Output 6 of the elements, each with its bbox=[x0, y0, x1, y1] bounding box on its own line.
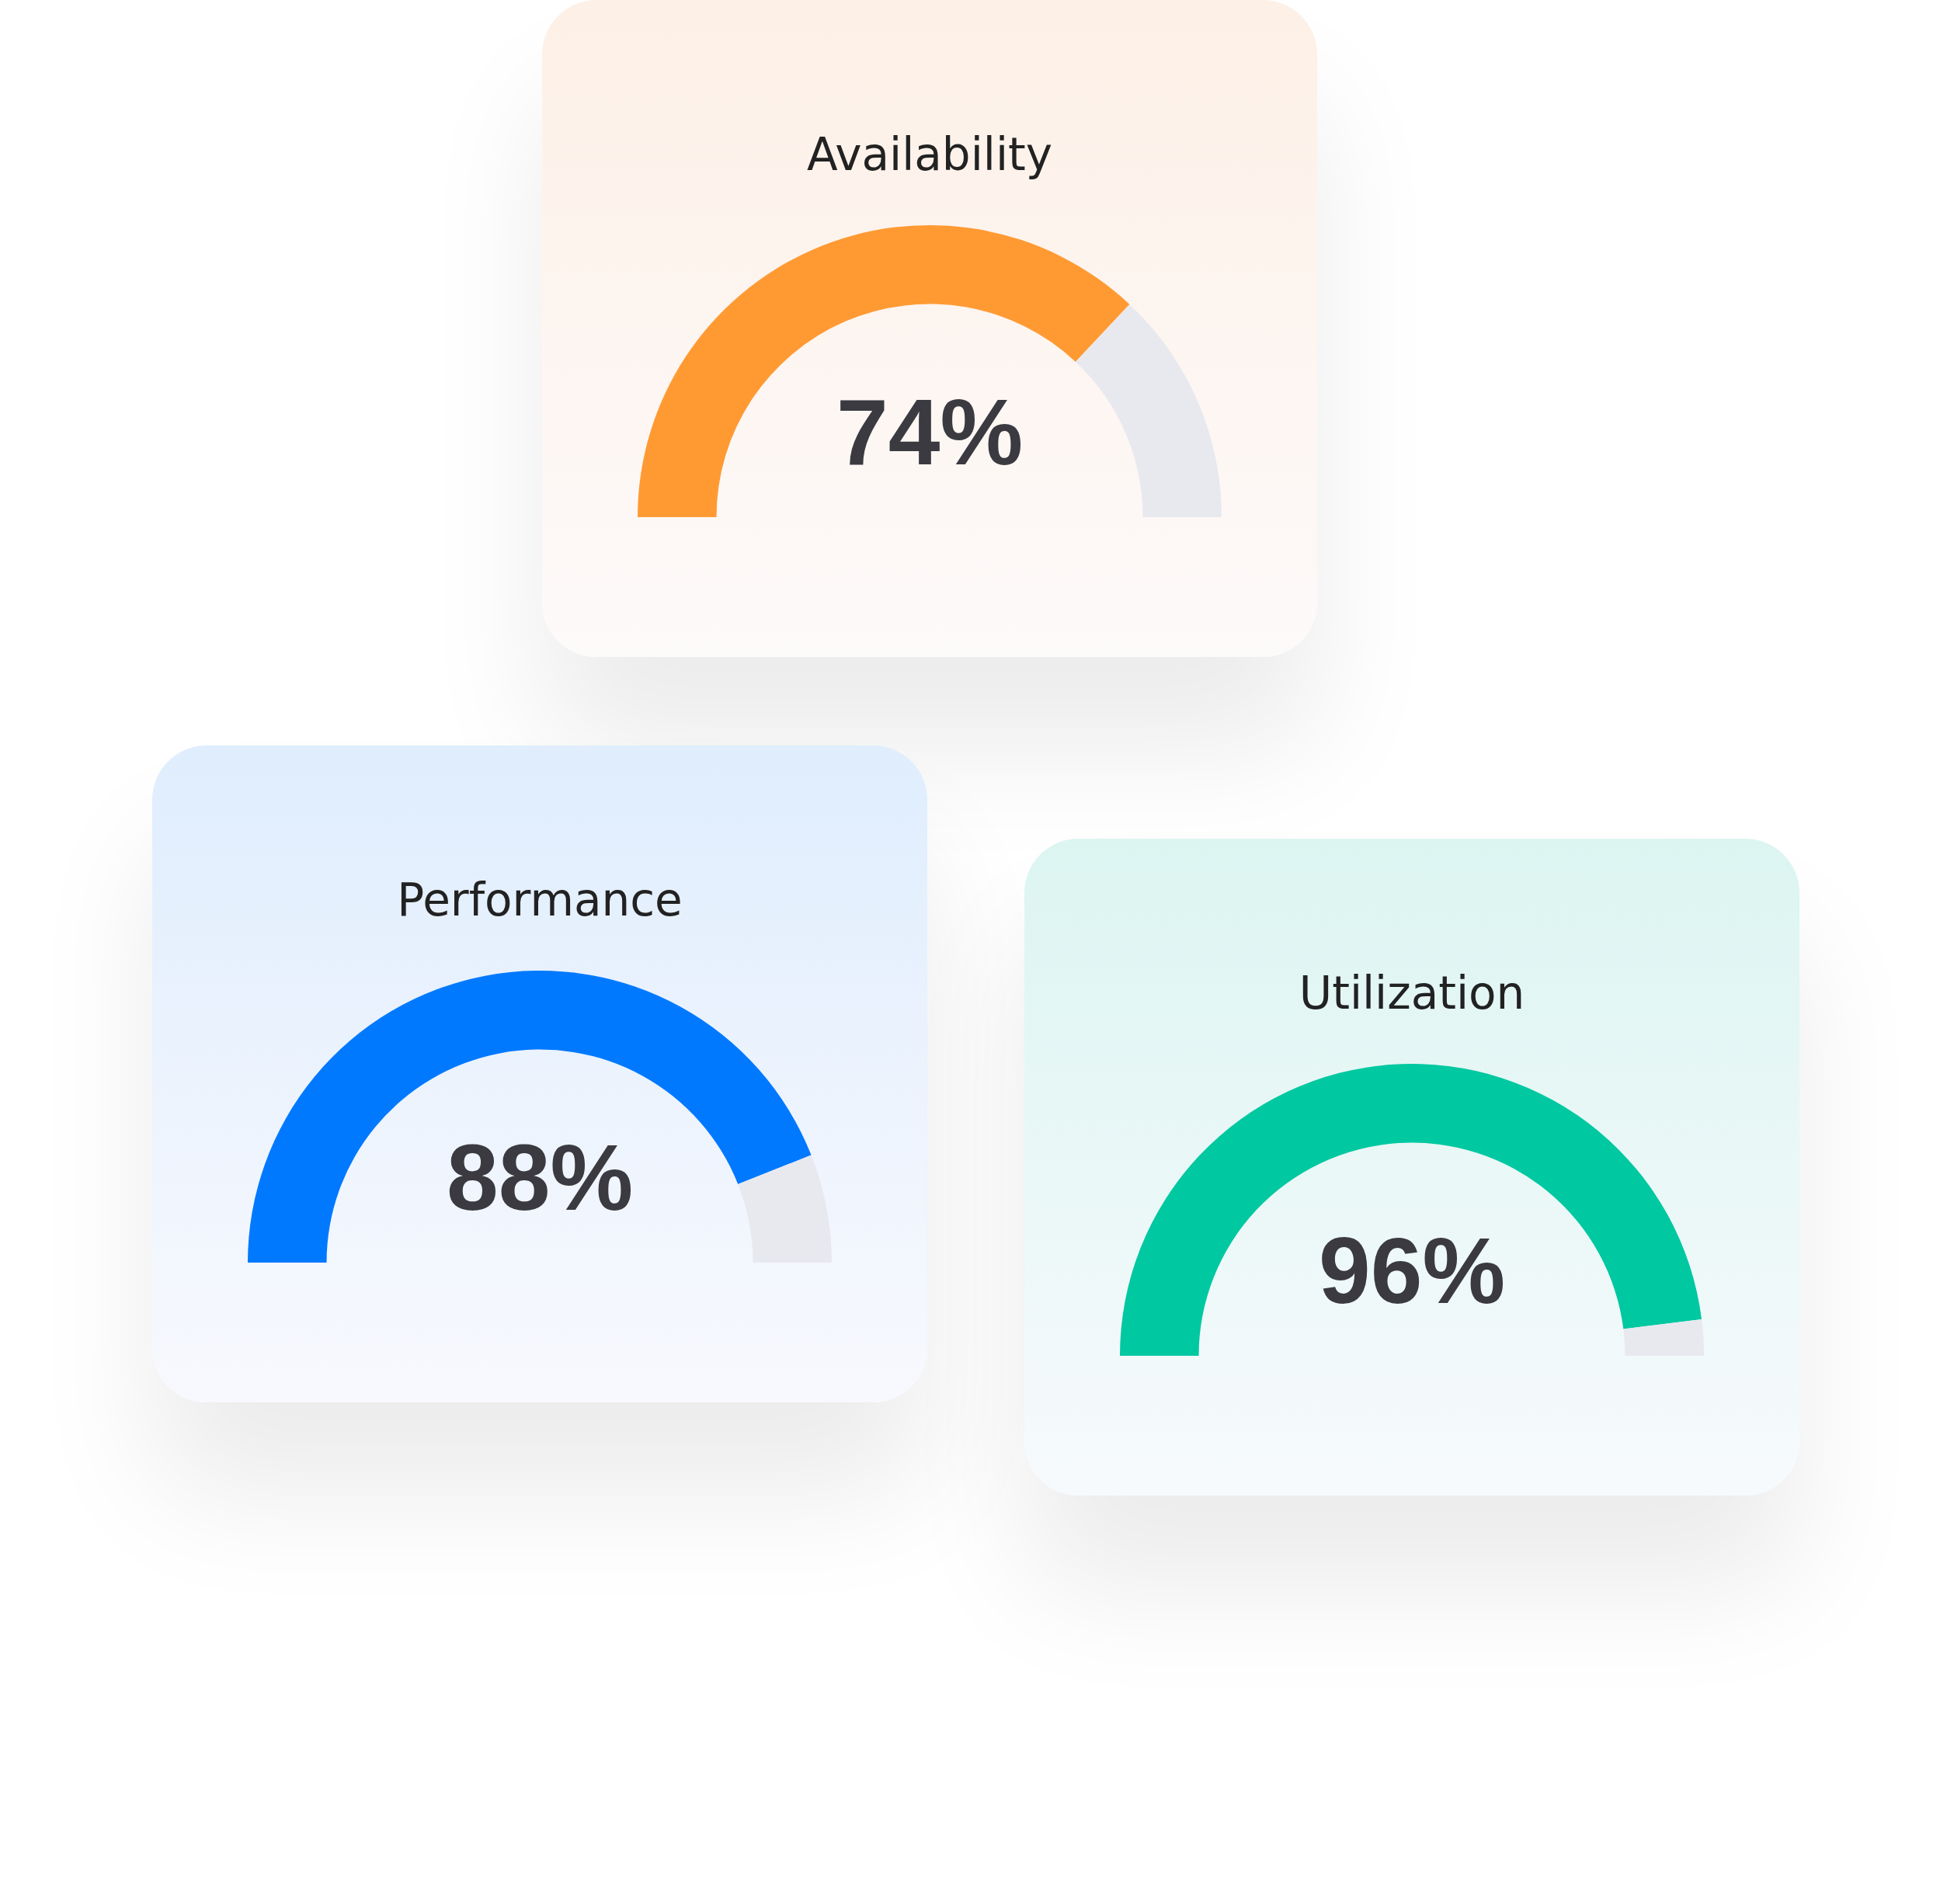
data-label: 88% bbox=[446, 1124, 634, 1229]
chart-title: Availability bbox=[805, 128, 1054, 181]
data-label: 96% bbox=[1318, 1218, 1506, 1322]
chart-title: Performance bbox=[396, 874, 683, 926]
chart-title: Utilization bbox=[1298, 967, 1526, 1020]
data-label: 74% bbox=[836, 379, 1024, 484]
